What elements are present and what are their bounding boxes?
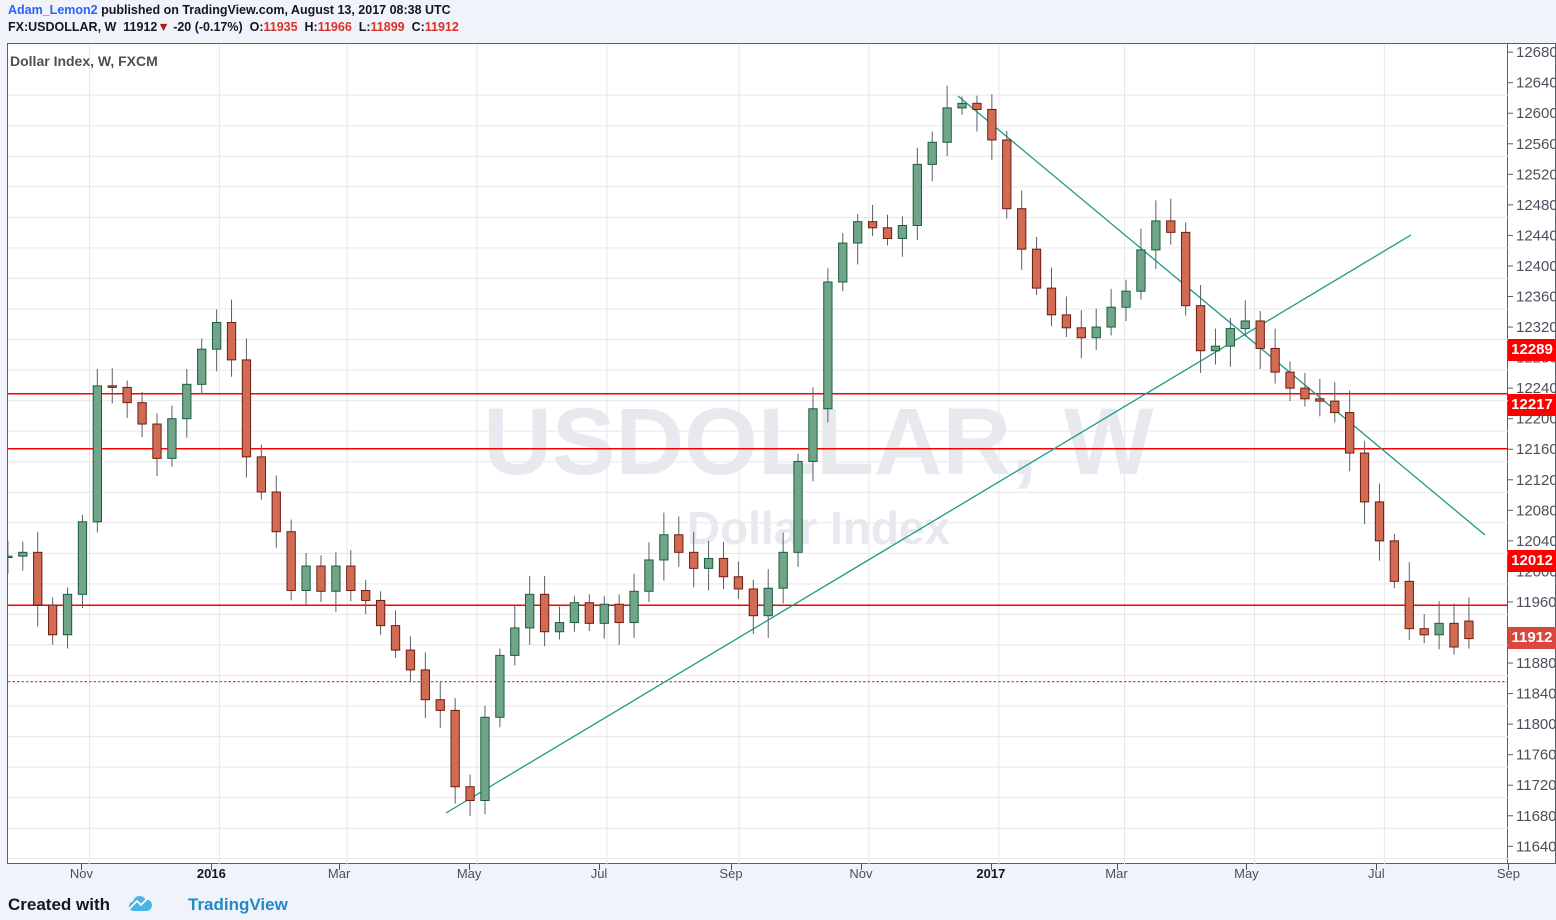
svg-text:11880: 11880: [1516, 655, 1556, 672]
svg-text:12560: 12560: [1516, 136, 1556, 153]
svg-text:11760: 11760: [1516, 747, 1556, 764]
svg-text:12320: 12320: [1516, 319, 1556, 336]
svg-text:11720: 11720: [1516, 777, 1556, 794]
svg-text:12680: 12680: [1516, 44, 1556, 61]
svg-text:12520: 12520: [1516, 166, 1556, 183]
svg-text:Dollar Index: Dollar Index: [687, 502, 951, 554]
svg-text:12040: 12040: [1516, 533, 1556, 550]
svg-text:11640: 11640: [1516, 838, 1556, 855]
svg-text:11840: 11840: [1516, 686, 1556, 703]
svg-text:11680: 11680: [1516, 808, 1556, 825]
svg-text:12360: 12360: [1516, 289, 1556, 306]
svg-text:12480: 12480: [1516, 197, 1556, 214]
svg-text:12160: 12160: [1516, 441, 1556, 458]
svg-text:12400: 12400: [1516, 258, 1556, 275]
svg-text:12640: 12640: [1516, 75, 1556, 92]
svg-text:12120: 12120: [1516, 472, 1556, 489]
svg-text:12080: 12080: [1516, 502, 1556, 519]
svg-text:12600: 12600: [1516, 105, 1556, 122]
svg-text:12440: 12440: [1516, 227, 1556, 244]
svg-text:11960: 11960: [1516, 594, 1556, 611]
svg-text:11800: 11800: [1516, 716, 1556, 733]
svg-text:USDOLLAR, W: USDOLLAR, W: [483, 389, 1154, 495]
